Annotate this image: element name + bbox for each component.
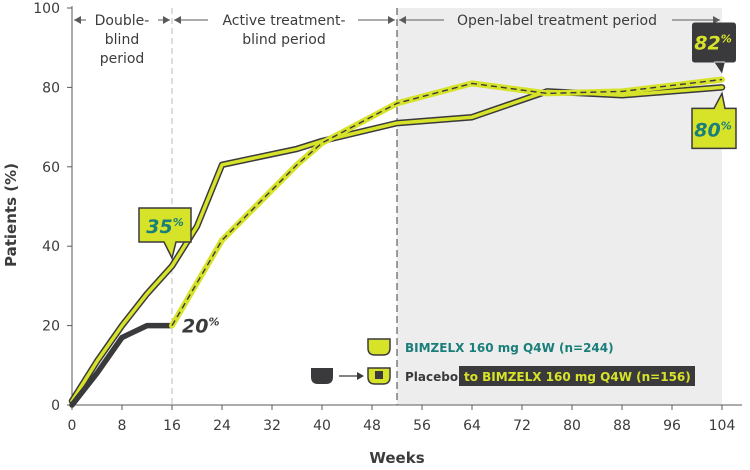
x-tick-label: 24: [213, 418, 231, 434]
callout-bimzelx-week16-value: 35: [146, 216, 172, 238]
x-tick-label: 48: [363, 418, 381, 434]
x-tick-label: 8: [118, 418, 127, 434]
callout-placebo-week16-text: 20%: [182, 316, 219, 338]
x-tick-label: 40: [313, 418, 331, 434]
x-tick-label: 80: [563, 418, 581, 434]
y-tick-label: 40: [42, 239, 60, 255]
callout-bimzelx-week104: 80%: [691, 91, 737, 150]
open-label-shaded-region: [397, 8, 722, 405]
callout-placebo-week104-text: 82%: [694, 32, 731, 54]
callout-bimzelx-week104-suffix: %: [721, 119, 732, 132]
callout-bimzelx-week16: 35%: [138, 207, 192, 261]
x-tick-label: 16: [163, 418, 181, 434]
callout-bimzelx-week16-text: 35%: [146, 216, 183, 238]
series-layer: [68, 76, 726, 408]
y-tick-label: 60: [42, 160, 60, 176]
legend-switch-label-bg: [459, 366, 695, 386]
legend-switch-label: to BIMZELX 160 mg Q4W (n=156): [464, 370, 691, 384]
period-1-arrow-head-right: [163, 16, 170, 24]
callout-bimzelx-week104-box: [691, 91, 737, 150]
period-3-arrow-head-right: [713, 16, 720, 24]
callout-placebo-week16-suffix: %: [208, 316, 219, 329]
legend-placebo-label: Placebo: [405, 370, 458, 384]
callout-placebo-week104: 82%: [692, 22, 736, 74]
y-tick-label: 100: [33, 1, 60, 17]
y-tick-labels: 0 20 40 60 80 100: [33, 1, 60, 414]
callout-placebo-week104-suffix: %: [721, 32, 732, 45]
period-1-arrow-head-left: [74, 16, 81, 24]
legend-bimzelx-swatch: [367, 338, 391, 356]
callout-placebo-week104-box: [692, 22, 736, 74]
x-tick-labels: 0 8 16 24 32 40 48 56 64 72 80 88 96 104: [68, 418, 736, 434]
callout-bimzelx-week104-value: 80: [694, 119, 720, 141]
callout-placebo-week16: 20%: [182, 316, 219, 338]
period-2-arrow-head-left: [174, 16, 181, 24]
period-1-label-line2: blind: [105, 32, 139, 48]
x-axis-title: Weeks: [369, 449, 424, 467]
x-tick-label: 96: [663, 418, 681, 434]
period-1-label-line3: period: [100, 51, 145, 67]
callout-bimzelx-week16-suffix: %: [173, 216, 184, 229]
x-tick-label: 0: [68, 418, 77, 434]
period-2-label-line1: Active treatment-: [222, 13, 345, 29]
period-2-arrow-head-right: [388, 16, 395, 24]
period-2-label-line2: blind period: [242, 32, 325, 48]
legend: BIMZELX 160 mg Q4W (n=244) Placebo to BI…: [311, 338, 695, 386]
period-labels: Double- blind period Active treatment- b…: [95, 13, 657, 67]
x-tick-label: 32: [263, 418, 281, 434]
callout-placebo-week16-value: 20: [182, 316, 208, 338]
axes: [67, 6, 742, 410]
period-arrows: [74, 16, 720, 24]
x-tick-label: 56: [413, 418, 431, 434]
series-placebo-line: [69, 322, 175, 408]
x-tick-label: 72: [513, 418, 531, 434]
callout-bimzelx-week16-box: [138, 207, 192, 261]
callout-placebo-week104-value: 82: [694, 32, 720, 54]
legend-switch-square: [375, 371, 383, 379]
y-tick-label: 0: [51, 398, 60, 414]
series-switch-dash: [171, 78, 723, 326]
x-tick-label: 64: [463, 418, 481, 434]
x-tick-label: 88: [613, 418, 631, 434]
period-1-label-line1: Double-: [95, 13, 150, 29]
y-axis-title: Patients (%): [2, 163, 20, 267]
y-tick-label: 80: [42, 80, 60, 96]
legend-switch-arrow-head: [357, 372, 364, 380]
period-3-arrow-head-left: [399, 16, 406, 24]
series-bimzelx-line: [70, 85, 724, 403]
period-3-label-line1: Open-label treatment period: [457, 13, 657, 29]
legend-placebo-swatch: [311, 368, 333, 384]
x-tick-label: 104: [709, 418, 736, 434]
callout-bimzelx-week104-text: 80%: [694, 119, 731, 141]
y-tick-label: 20: [42, 319, 60, 335]
legend-bimzelx-label: BIMZELX 160 mg Q4W (n=244): [405, 341, 614, 355]
